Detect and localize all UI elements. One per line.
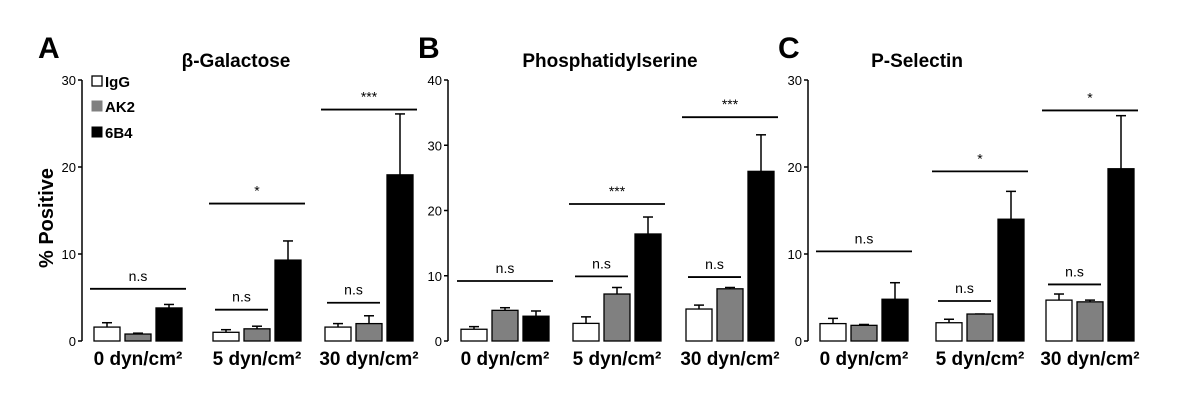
legend-item-igg: IgG bbox=[91, 74, 130, 91]
legend-item-ak2: AK2 bbox=[91, 99, 135, 116]
panel-a-ytick-label: 30 bbox=[62, 73, 76, 88]
panel-b-bar-ak2 bbox=[491, 309, 519, 342]
panel-b-ytick-label: 40 bbox=[428, 73, 442, 88]
panel-c-bar-ak2 bbox=[1076, 301, 1104, 342]
panel-c-bar-6b4 bbox=[1107, 168, 1135, 342]
panel-b-ytick-label: 0 bbox=[435, 334, 442, 349]
panel-b-bar-6b4 bbox=[747, 170, 775, 342]
legend: IgG AK2 6B4 bbox=[91, 74, 135, 142]
panel-a-significance-label: n.s bbox=[232, 289, 251, 305]
panel-c-bar-igg bbox=[935, 322, 963, 342]
panel-a-bar-ak2 bbox=[124, 333, 152, 342]
panel-c-ytick-label: 20 bbox=[788, 160, 802, 175]
panel-a-significance-label: *** bbox=[361, 89, 378, 105]
panel-a-bar-igg bbox=[212, 331, 240, 342]
panel-c-ytick-label: 0 bbox=[795, 334, 802, 349]
panel-b-category-label: 0 dyn/cm² bbox=[461, 349, 550, 370]
panel-b-title: Phosphatidylserine bbox=[522, 51, 697, 72]
panel-b-bar-igg bbox=[572, 322, 600, 342]
panel-c-significance-label: n.s bbox=[955, 280, 974, 296]
legend-swatch-ak2 bbox=[91, 100, 103, 112]
panel-b-ytick-label: 30 bbox=[428, 138, 442, 153]
panel-b-category-label: 30 dyn/cm² bbox=[680, 349, 779, 370]
panel-b-significance-label: *** bbox=[722, 96, 739, 112]
panel-b-bar-6b4 bbox=[634, 233, 662, 342]
panel-a-ytick-label: 10 bbox=[62, 247, 76, 262]
panel-a-category-label: 30 dyn/cm² bbox=[319, 349, 418, 370]
panel-a-bar-6b4 bbox=[386, 174, 414, 342]
panel-c-title: P-Selectin bbox=[871, 51, 963, 72]
panel-c-category-label: 0 dyn/cm² bbox=[820, 349, 909, 370]
legend-label-6b4: 6B4 bbox=[105, 125, 133, 142]
panel-c-ytick-label: 10 bbox=[788, 247, 802, 262]
panel-c-bar-6b4 bbox=[997, 218, 1025, 342]
panel-c-significance-label: * bbox=[977, 150, 983, 166]
panel-a-significance-label: * bbox=[254, 183, 260, 199]
panel-c-bar-ak2 bbox=[966, 313, 994, 342]
panel-a-bar-igg bbox=[324, 326, 352, 342]
legend-label-ak2: AK2 bbox=[105, 99, 135, 116]
panel-c-category-label: 30 dyn/cm² bbox=[1040, 349, 1139, 370]
panel-c-ytick-label: 30 bbox=[788, 73, 802, 88]
panel-c-significance-label: n.s bbox=[1065, 263, 1084, 279]
legend-item-6b4: 6B4 bbox=[91, 125, 133, 142]
panel-c-bar-ak2 bbox=[850, 324, 878, 342]
panel-a-category-label: 0 dyn/cm² bbox=[94, 349, 183, 370]
panel-b-bar-igg bbox=[460, 328, 488, 342]
panel-a-bar-ak2 bbox=[355, 322, 383, 342]
panel-c-letter: C bbox=[778, 32, 800, 65]
panel-a-significance-label: n.s bbox=[129, 268, 148, 284]
panel-a-letter: A bbox=[38, 32, 60, 65]
panel-b-category-label: 5 dyn/cm² bbox=[573, 349, 662, 370]
legend-label-igg: IgG bbox=[105, 74, 130, 91]
panel-b-ytick-label: 10 bbox=[428, 269, 442, 284]
panel-a-bar-igg bbox=[93, 326, 121, 342]
panel-a-category-label: 5 dyn/cm² bbox=[213, 349, 302, 370]
panel-a-ytick-label: 20 bbox=[62, 160, 76, 175]
panel-b-significance-label: n.s bbox=[592, 255, 611, 271]
panel-c-bar-igg bbox=[819, 322, 847, 342]
legend-swatch-6b4 bbox=[91, 126, 103, 138]
panel-a-bar-6b4 bbox=[274, 259, 302, 342]
panel-c-significance-label: * bbox=[1087, 89, 1093, 105]
panel-b: B Phosphatidylserine 0 10 20 30 40 0 dyn/cm² 5 d… bbox=[418, 32, 780, 370]
panel-b-letter: B bbox=[418, 32, 440, 65]
panel-c-significance-label: n.s bbox=[855, 230, 874, 246]
panel-a-bar-6b4 bbox=[155, 307, 183, 342]
legend-swatch-igg bbox=[91, 75, 103, 87]
panel-b-ytick-label: 20 bbox=[428, 204, 442, 219]
panel-b-bar-igg bbox=[685, 308, 713, 342]
panel-c-category-label: 5 dyn/cm² bbox=[936, 349, 1025, 370]
panel-c-bar-6b4 bbox=[881, 298, 909, 342]
panel-b-bar-ak2 bbox=[603, 293, 631, 342]
panel-b-significance-label: *** bbox=[609, 183, 626, 199]
panel-a-bar-ak2 bbox=[243, 328, 271, 342]
panel-c-bar-igg bbox=[1045, 299, 1073, 342]
panel-a-significance-label: n.s bbox=[344, 282, 363, 298]
panel-b-bar-ak2 bbox=[716, 288, 744, 342]
panel-b-bar-6b4 bbox=[522, 315, 550, 342]
panel-c: C P-Selectin 0 10 20 30 0 dyn/cm² 5 dyn/cm² 30 d… bbox=[778, 32, 1140, 370]
y-axis-title: % Positive bbox=[36, 168, 58, 268]
panel-a-title: β-Galactose bbox=[182, 51, 291, 72]
panel-b-significance-label: n.s bbox=[705, 256, 724, 272]
panel-b-significance-label: n.s bbox=[496, 260, 515, 276]
panel-a-ytick-label: 0 bbox=[69, 334, 76, 349]
